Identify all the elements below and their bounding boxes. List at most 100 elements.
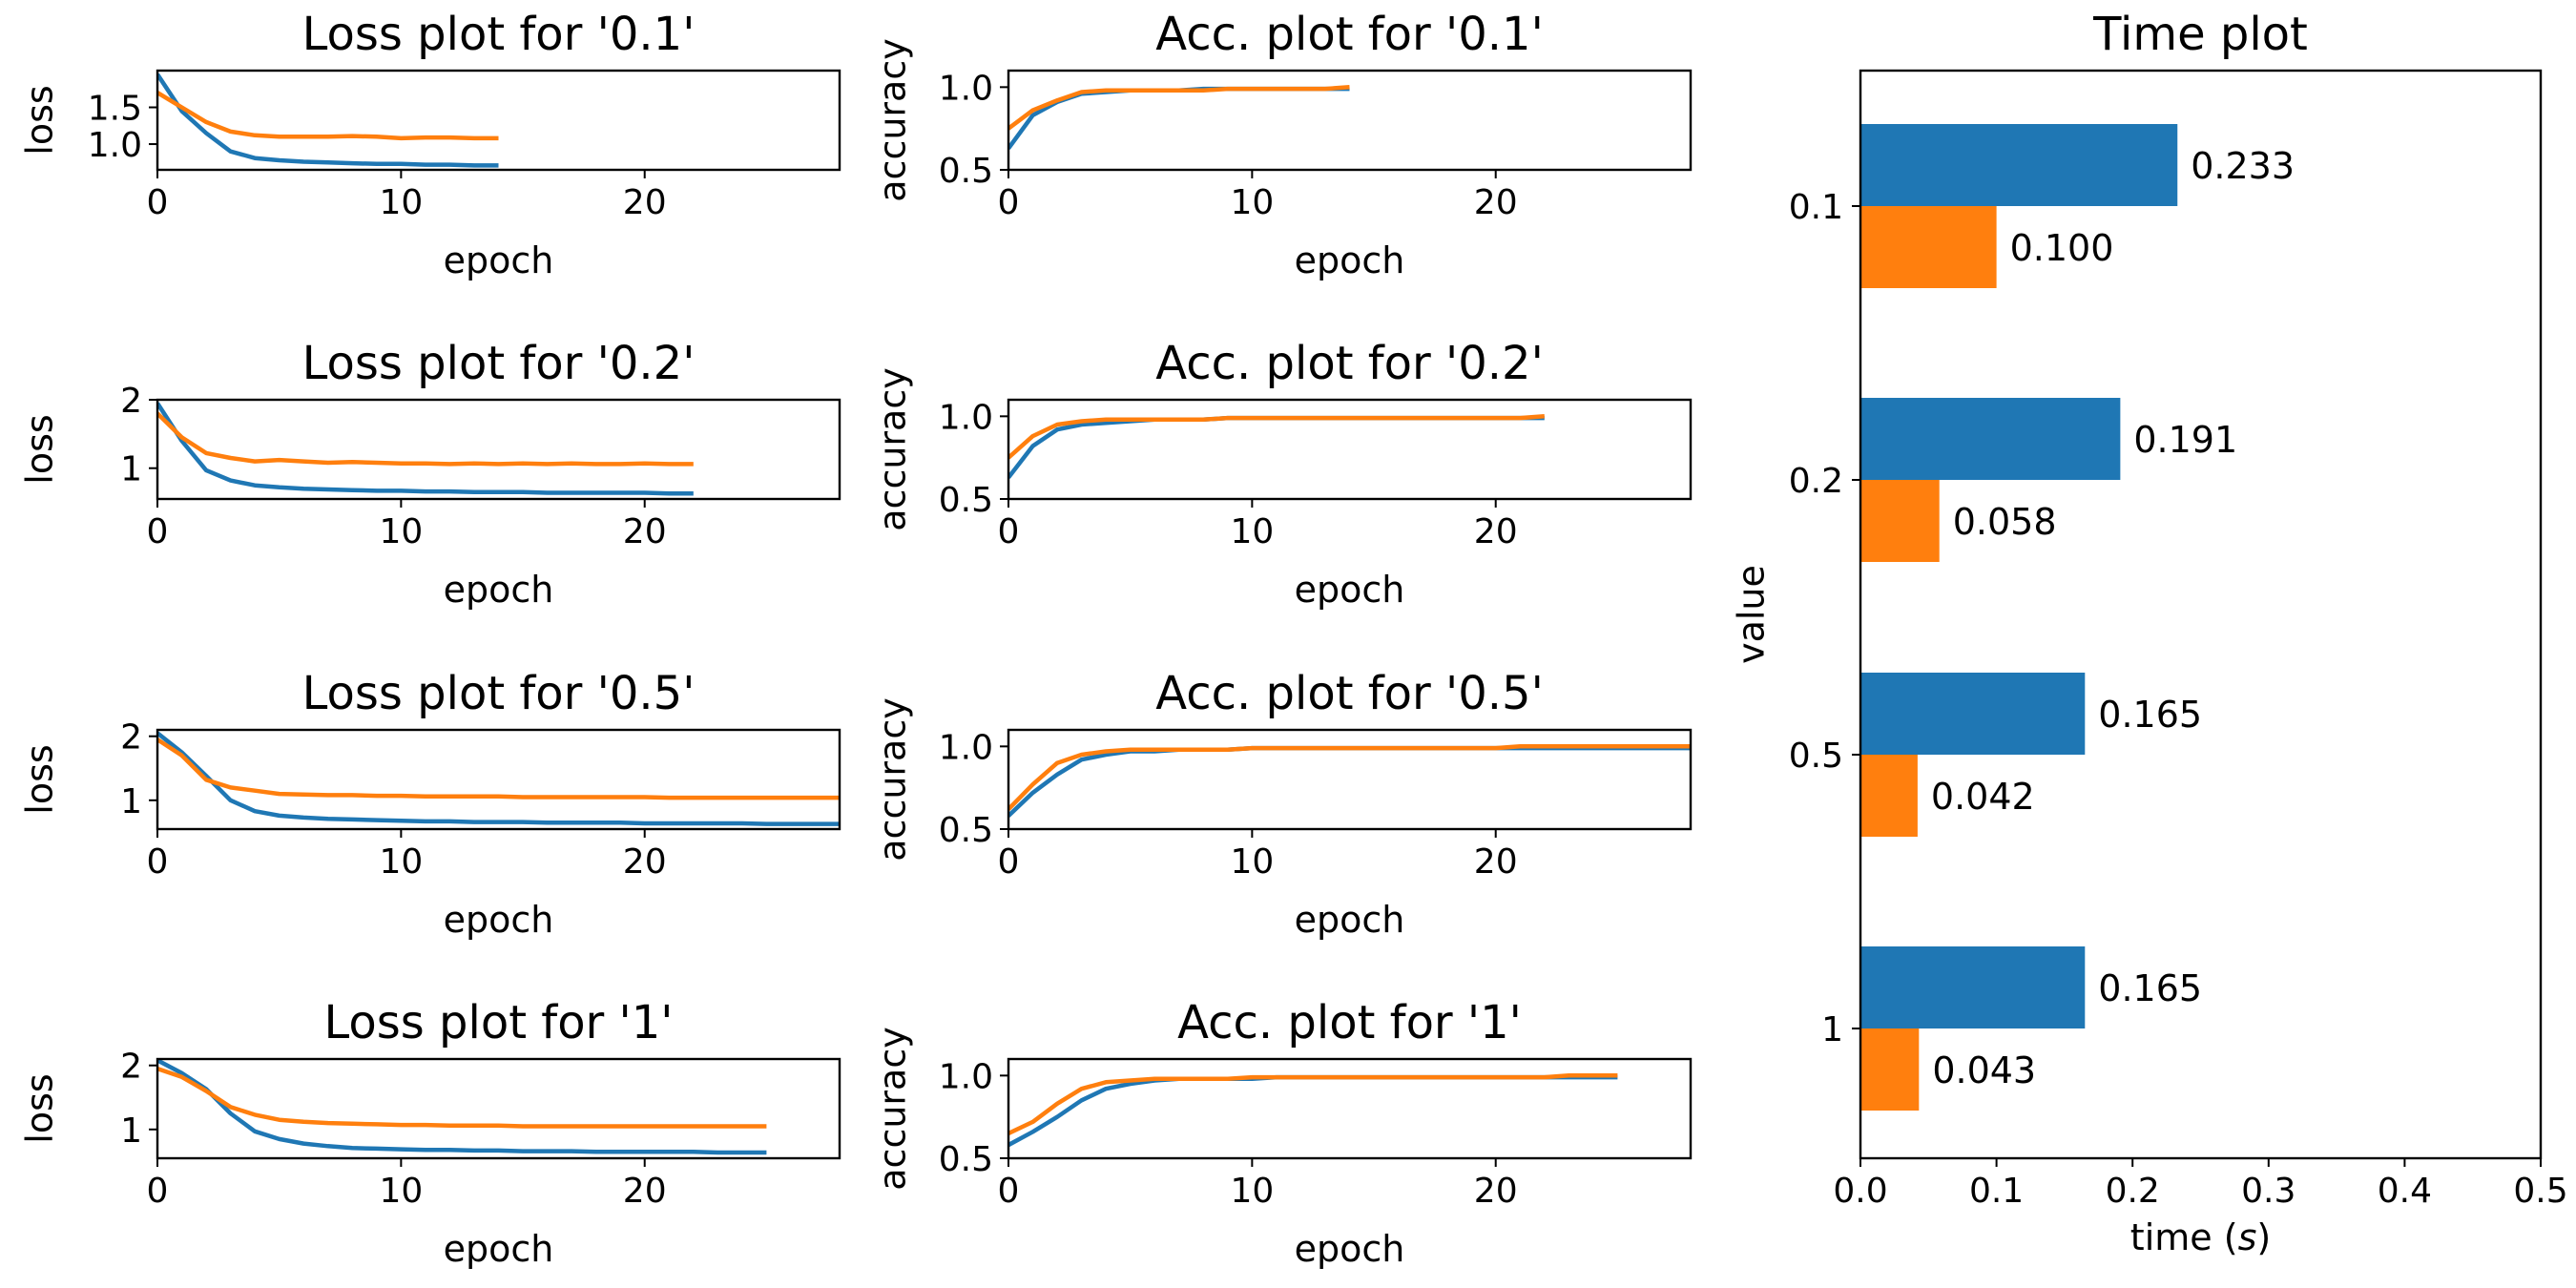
time-bar-train xyxy=(1860,673,2086,755)
y-tick-label: 1.0 xyxy=(939,728,993,767)
x-tick-label: 20 xyxy=(623,842,667,882)
x-tick-label: 10 xyxy=(1230,512,1274,551)
x-tick-label: 20 xyxy=(1474,512,1518,551)
y-tick-label: 1.0 xyxy=(939,69,993,108)
x-axis-label: epoch xyxy=(444,1228,554,1270)
y-tick-label: 0.5 xyxy=(939,481,993,520)
y-tick-label: 2 xyxy=(120,382,142,421)
x-axis-label: epoch xyxy=(1295,239,1405,281)
loss-1-train-line xyxy=(157,1059,767,1155)
y-axis-label: value xyxy=(1731,565,1773,664)
y-tick-label: 0.1 xyxy=(1789,188,1843,227)
x-tick-label: 10 xyxy=(379,842,423,882)
panel-acc-0.2: 0 10 20 0.5 1.0 Acc. plot for '0.2' epoch accur… xyxy=(872,337,1693,611)
x-tick-label: 10 xyxy=(1230,1172,1274,1211)
time-bar-train xyxy=(1860,946,2086,1028)
x-tick-label: 20 xyxy=(623,512,667,551)
x-axis-label: epoch xyxy=(1295,899,1405,941)
bar-value-label: 0.058 xyxy=(1953,501,2057,543)
y-tick-label: 0.2 xyxy=(1789,462,1843,501)
loss-1-validation-line xyxy=(157,1066,767,1129)
y-tick-label: 1 xyxy=(120,782,142,821)
y-tick-label: 1.0 xyxy=(939,1057,993,1096)
time-bar-validation xyxy=(1860,1028,1920,1111)
loss-0.5-axes-frame xyxy=(156,728,841,831)
y-axis-label: accuracy xyxy=(872,697,914,861)
acc-0.1-axes-frame xyxy=(1007,69,1693,172)
acc-1-axes-frame xyxy=(1007,1057,1693,1160)
panel-title: Time plot xyxy=(2092,8,2308,61)
y-tick-label: 1 xyxy=(120,1111,142,1151)
y-tick-label: 1.0 xyxy=(939,398,993,437)
x-tick-label: 0 xyxy=(147,1172,169,1211)
loss-0.1-axes-frame xyxy=(156,69,841,172)
x-tick-label: 0 xyxy=(998,842,1020,882)
bar-value-label: 0.100 xyxy=(2010,227,2114,269)
panel-acc-1: 0 10 20 0.5 1.0 Acc. plot for '1' epoch accurac… xyxy=(872,996,1693,1270)
y-tick-label: 0.5 xyxy=(939,152,993,191)
x-tick-label: 0 xyxy=(998,512,1020,551)
panel-time: 0.233 0.100 0.1 0.191 0.058 0.2 0.165 0.042 0.5 0… xyxy=(1731,8,2568,1258)
y-axis-label: loss xyxy=(19,1073,61,1143)
x-tick-label: 0.1 xyxy=(1969,1172,2024,1211)
y-axis-label: loss xyxy=(19,744,61,814)
y-tick-label: 1 xyxy=(1821,1010,1843,1049)
x-tick-label: 10 xyxy=(1230,842,1274,882)
x-tick-label: 0.3 xyxy=(2241,1172,2296,1211)
x-tick-label: 10 xyxy=(379,183,423,222)
x-axis-label: time (s) xyxy=(2130,1216,2271,1258)
time-bar-validation xyxy=(1860,206,1997,288)
time-axes-frame xyxy=(1859,69,2543,1160)
acc-1-validation-line xyxy=(1008,1073,1618,1136)
x-tick-label: 0 xyxy=(147,183,169,222)
x-axis-label: epoch xyxy=(444,239,554,281)
x-tick-label: 0.4 xyxy=(2378,1172,2432,1211)
x-tick-label: 20 xyxy=(1474,842,1518,882)
y-tick-label: 0.5 xyxy=(1789,737,1843,776)
acc-0.2-validation-line xyxy=(1008,414,1545,460)
panel-loss-0.5: 0 10 20 1 2 Loss plot for '0.5' epoch loss xyxy=(19,667,841,941)
panel-title: Acc. plot for '1' xyxy=(1177,996,1522,1049)
y-axis-label: loss xyxy=(19,85,61,155)
panel-loss-1: 0 10 20 1 2 Loss plot for '1' epoch loss xyxy=(19,996,841,1270)
x-tick-label: 20 xyxy=(1474,183,1518,222)
panel-title: Loss plot for '0.1' xyxy=(302,8,696,61)
y-axis-label: loss xyxy=(19,414,61,484)
panel-title: Loss plot for '0.5' xyxy=(302,667,696,720)
loss-0.2-train-line xyxy=(157,402,694,496)
y-tick-label: 0.5 xyxy=(939,811,993,850)
bar-value-label: 0.165 xyxy=(2098,694,2202,736)
acc-0.2-train-line xyxy=(1008,415,1545,479)
y-axis-label: accuracy xyxy=(872,367,914,530)
loss-0.1-validation-line xyxy=(157,91,499,141)
x-tick-label: 0.5 xyxy=(2513,1172,2567,1211)
x-tick-label: 10 xyxy=(379,512,423,551)
time-bar-validation xyxy=(1860,480,1940,562)
panel-loss-0.1: 0 10 20 1.01.5 Loss plot for '0.1' epoch loss xyxy=(19,8,841,281)
y-axis-label: accuracy xyxy=(872,1027,914,1190)
panel-loss-0.2: 0 10 20 1 2 Loss plot for '0.2' epoch loss xyxy=(19,337,841,611)
acc-0.5-validation-line xyxy=(1008,744,1691,811)
time-bar-train xyxy=(1860,124,2178,206)
bar-value-label: 0.191 xyxy=(2133,419,2237,461)
y-tick-label: 2 xyxy=(120,718,142,758)
panel-title: Loss plot for '0.2' xyxy=(302,337,696,390)
loss-1-axes-frame xyxy=(156,1057,841,1160)
x-tick-label: 20 xyxy=(1474,1172,1518,1211)
y-tick-label: 1.5 xyxy=(88,90,142,129)
loss-0.2-validation-line xyxy=(157,411,694,467)
acc-0.5-axes-frame xyxy=(1007,728,1693,831)
bar-value-label: 0.233 xyxy=(2191,145,2295,187)
x-tick-label: 20 xyxy=(623,183,667,222)
x-tick-label: 0 xyxy=(147,842,169,882)
panel-title: Acc. plot for '0.5' xyxy=(1155,667,1544,720)
time-bar-validation xyxy=(1860,755,1918,837)
acc-0.2-axes-frame xyxy=(1007,398,1693,501)
loss-0.2-axes-frame xyxy=(156,398,841,501)
bar-value-label: 0.043 xyxy=(1932,1049,2036,1091)
panel-title: Acc. plot for '0.2' xyxy=(1155,337,1544,390)
loss-0.5-validation-line xyxy=(157,737,840,800)
loss-0.1-train-line xyxy=(157,73,499,168)
bar-value-label: 0.042 xyxy=(1931,776,2035,818)
panel-title: Loss plot for '1' xyxy=(324,996,674,1049)
